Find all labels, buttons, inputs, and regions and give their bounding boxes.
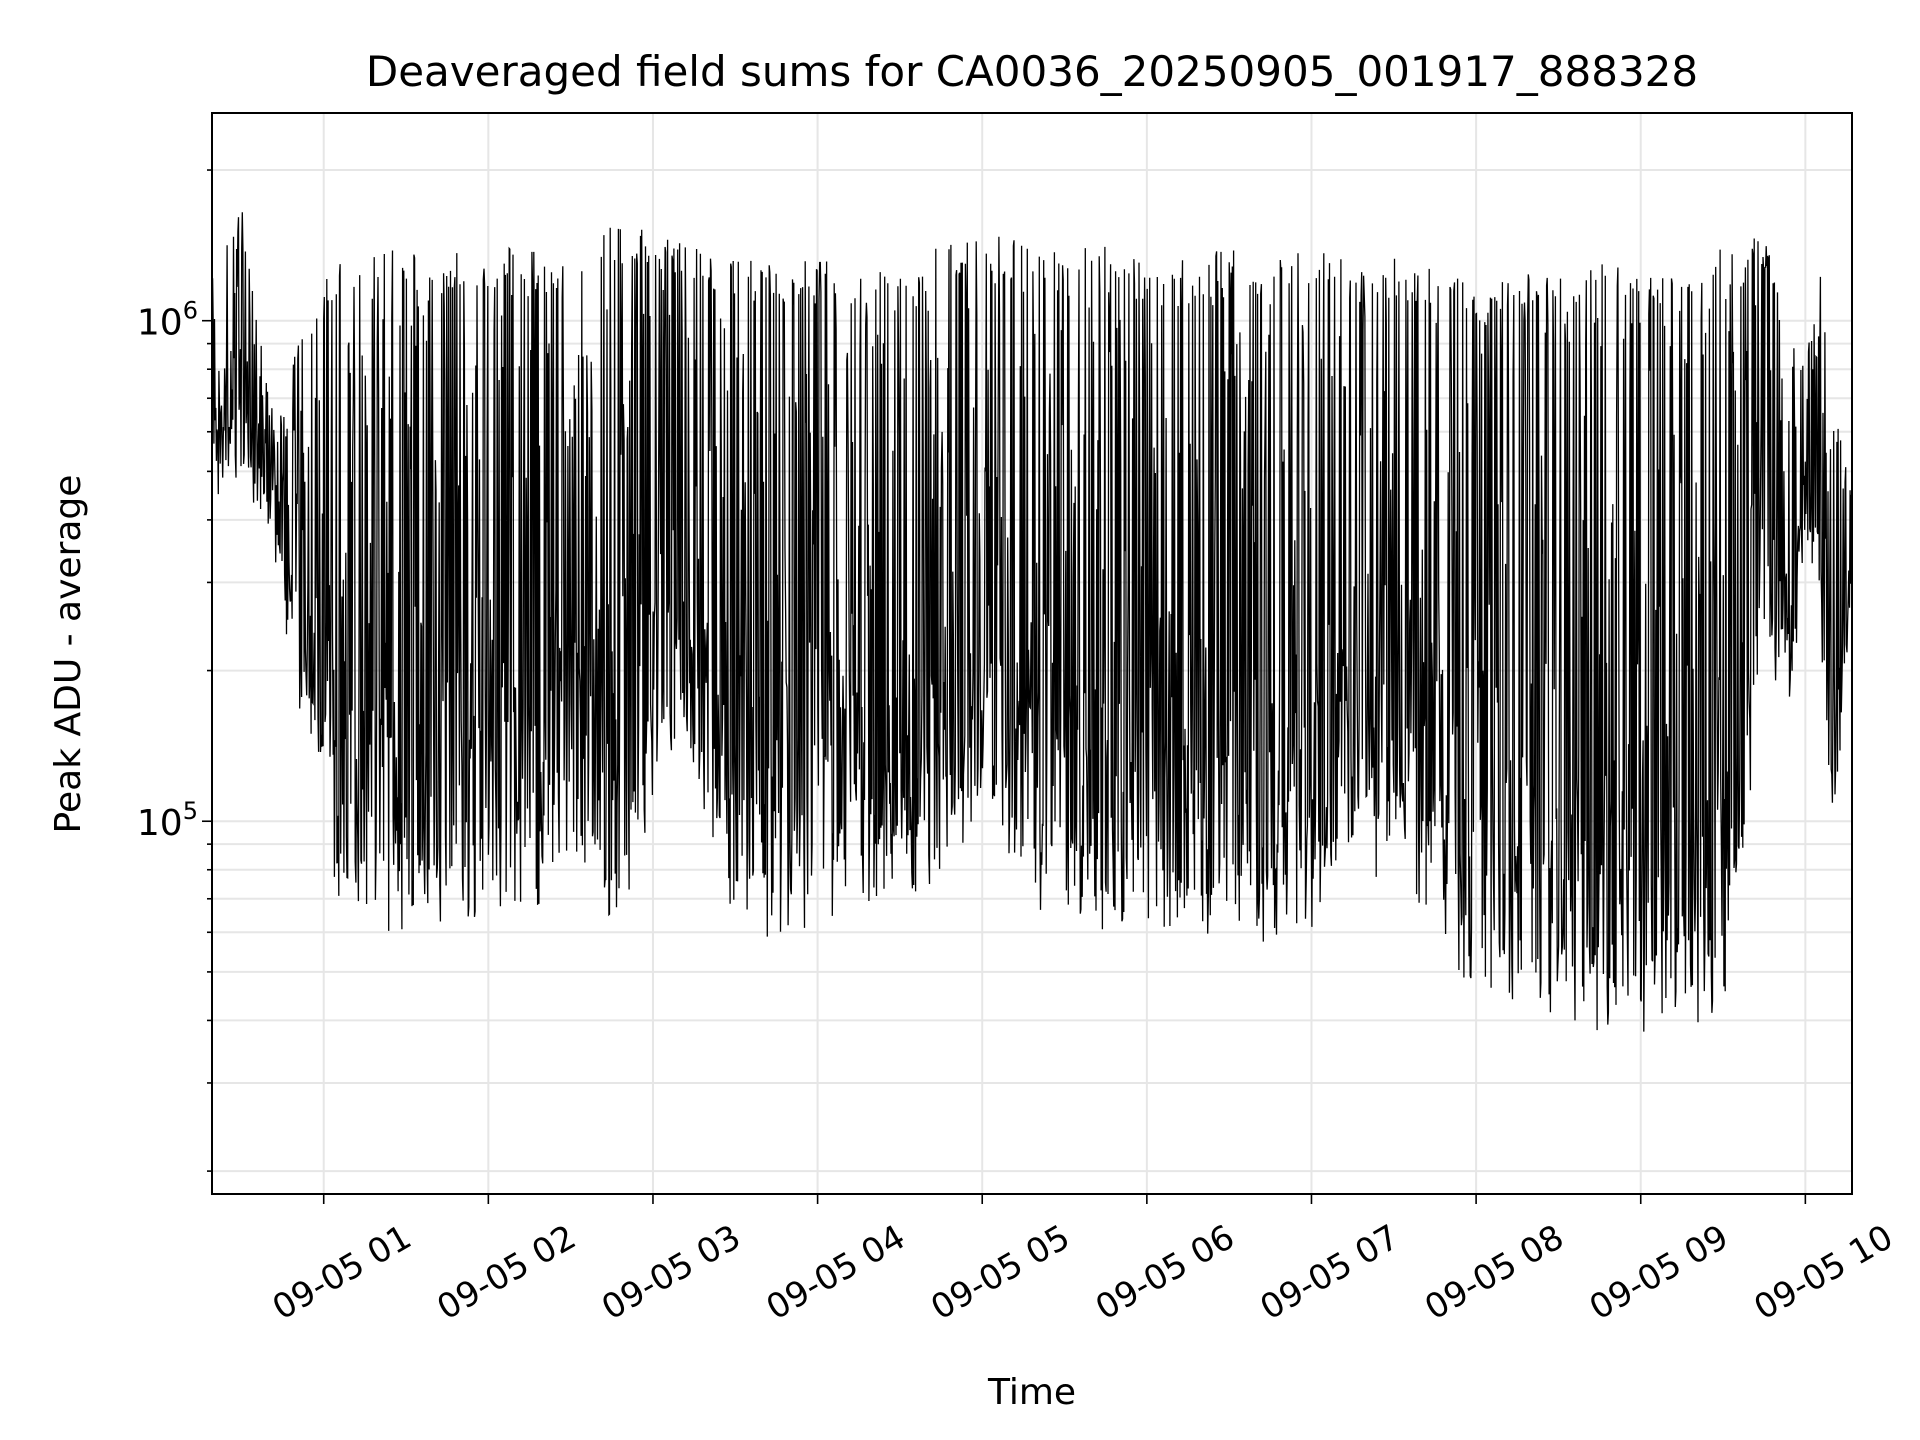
series-path — [211, 212, 1853, 1032]
chart-title: Deaveraged field sums for CA0036_2025090… — [366, 47, 1698, 96]
plot-frame — [211, 112, 1853, 1195]
y-axis-ticks: 105 106 — [137, 169, 212, 1172]
y-tick-label: 106 — [137, 297, 198, 344]
y-axis-label: Peak ADU - average — [48, 475, 89, 834]
x-axis-label: Time — [987, 1372, 1076, 1413]
series-line — [211, 212, 1853, 1032]
y-tick-label: 105 — [137, 797, 198, 844]
